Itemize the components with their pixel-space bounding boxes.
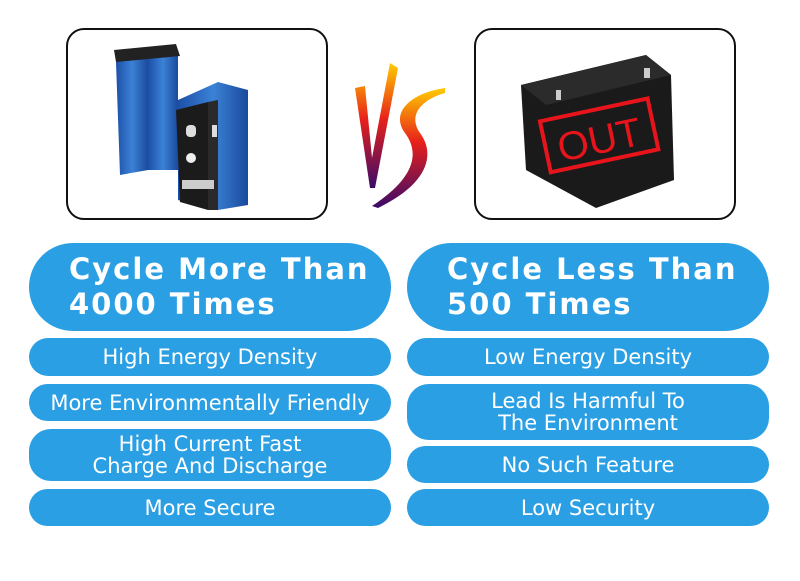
right-feature-pill: Low Energy Density: [407, 338, 769, 376]
left-feature-pill: High Energy Density: [29, 338, 391, 376]
left-feature-text: More Environmentally Friendly: [50, 390, 370, 415]
right-feature-text: Low Security: [520, 495, 656, 520]
lead-acid-battery-image: OUT: [474, 28, 736, 220]
right-headline: Cycle Less Than 500 Times: [447, 252, 738, 321]
left-feature-pill: More Secure: [29, 489, 391, 526]
right-feature-pill: Low Security: [407, 489, 769, 526]
left-feature-pill: High Current Fast Charge And Discharge: [29, 429, 391, 481]
lifepo4-battery-image: [66, 28, 328, 220]
left-feature-text: High Current Fast Charge And Discharge: [92, 432, 328, 478]
right-feature-text: No Such Feature: [501, 452, 675, 477]
right-feature-text: Lead Is Harmful To The Environment: [491, 389, 685, 435]
left-headline-pill: Cycle More Than 4000 Times: [29, 243, 391, 331]
right-feature-text: Low Energy Density: [483, 345, 693, 369]
left-headline: Cycle More Than 4000 Times: [69, 252, 370, 321]
left-feature-pill: More Environmentally Friendly: [29, 384, 391, 421]
right-headline-pill: Cycle Less Than 500 Times: [407, 243, 769, 331]
lead-acid-battery-illustration: OUT: [521, 55, 674, 208]
right-feature-pill: Lead Is Harmful To The Environment: [407, 384, 769, 440]
right-feature-pill: No Such Feature: [407, 446, 769, 483]
vs-graphic: VS: [355, 63, 445, 208]
lifepo4-cells-illustration: [114, 44, 248, 210]
left-feature-text: High Energy Density: [102, 345, 318, 369]
left-feature-text: More Secure: [144, 495, 276, 520]
